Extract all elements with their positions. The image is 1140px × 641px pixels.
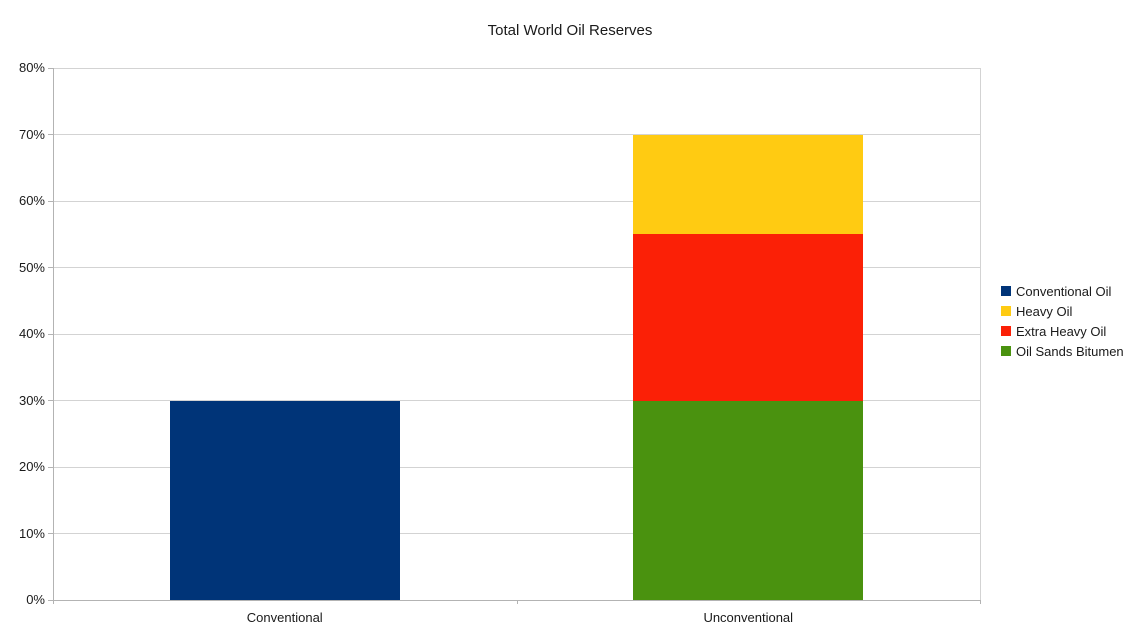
legend-item: Conventional Oil xyxy=(1001,281,1124,301)
y-axis-tick xyxy=(48,134,53,135)
y-axis-tick-label: 50% xyxy=(18,259,45,275)
y-axis-tick-label: 20% xyxy=(18,459,45,474)
y-axis-tick-label: 30% xyxy=(18,392,45,408)
y-axis-tick-label: 10% xyxy=(18,525,45,541)
y-axis-tick xyxy=(48,200,53,202)
legend-swatch xyxy=(1001,346,1011,356)
x-axis-tick xyxy=(516,600,518,604)
legend-label: Extra Heavy Oil xyxy=(1016,323,1107,339)
x-axis-category-label: Conventional xyxy=(246,610,323,625)
y-axis-tick xyxy=(48,400,53,401)
bar-segment-heavy-oil xyxy=(633,134,864,235)
y-axis-tick xyxy=(48,67,53,69)
bar-segment-conventional-oil xyxy=(169,400,400,600)
y-axis-tick xyxy=(48,466,53,468)
y-axis-tick xyxy=(48,599,53,601)
y-axis-tick-label: 70% xyxy=(18,126,45,142)
y-axis-tick-label: 0% xyxy=(26,592,45,607)
legend-item: Extra Heavy Oil xyxy=(1001,321,1124,341)
y-gridline xyxy=(53,333,980,335)
legend-swatch xyxy=(1001,286,1011,296)
legend-item: Oil Sands Bitumen xyxy=(1001,341,1124,361)
y-gridline xyxy=(53,466,980,468)
y-gridline xyxy=(53,267,980,268)
chart-title: Total World Oil Reserves xyxy=(487,22,653,39)
x-axis-tick xyxy=(980,600,981,604)
y-axis-tick xyxy=(48,533,53,534)
legend-swatch xyxy=(1001,326,1011,336)
legend-label: Heavy Oil xyxy=(1016,303,1073,319)
y-axis-line xyxy=(53,68,54,600)
y-gridline xyxy=(53,134,980,135)
y-gridline xyxy=(53,400,980,401)
x-axis-category-label: Unconventional xyxy=(703,610,794,625)
legend-label: Conventional Oil xyxy=(1016,283,1112,299)
y-gridline xyxy=(53,533,980,534)
bar-segment-extra-heavy-oil xyxy=(633,234,864,401)
plot-border-right xyxy=(980,68,981,600)
y-gridline xyxy=(53,200,980,202)
legend-item: Heavy Oil xyxy=(1001,301,1124,321)
x-axis-tick xyxy=(53,600,54,604)
y-axis-tick-label: 80% xyxy=(18,60,45,75)
y-axis-tick xyxy=(48,267,53,268)
y-axis-tick-label: 60% xyxy=(18,193,45,208)
legend: Conventional Oil Heavy Oil Extra Heavy Oil… xyxy=(1001,281,1124,361)
y-axis-tick-label: 40% xyxy=(18,326,45,341)
legend-swatch xyxy=(1001,306,1011,316)
y-axis-tick xyxy=(48,333,53,335)
y-gridline xyxy=(53,67,980,69)
legend-label: Oil Sands Bitumen xyxy=(1016,343,1124,359)
bar-segment-oil-sands-bitumen xyxy=(633,400,864,600)
